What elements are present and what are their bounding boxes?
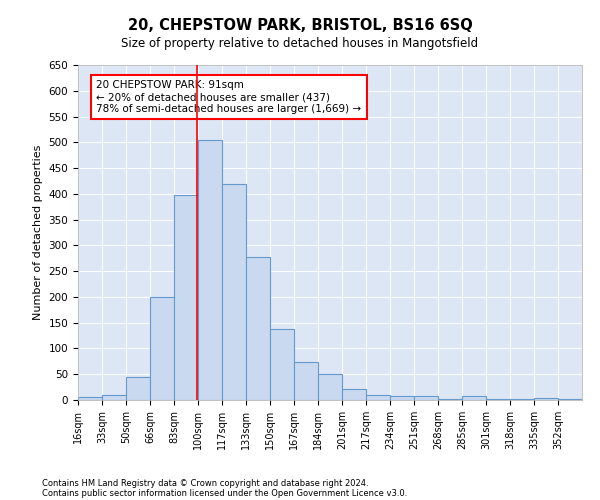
Bar	[462, 396, 486, 400]
Bar	[318, 374, 342, 400]
Text: Contains public sector information licensed under the Open Government Licence v3: Contains public sector information licen…	[42, 488, 407, 498]
Bar	[102, 395, 126, 400]
Bar	[150, 297, 174, 400]
Bar	[534, 398, 558, 400]
Bar	[126, 377, 150, 400]
Bar	[246, 257, 270, 400]
Text: Size of property relative to detached houses in Mangotsfield: Size of property relative to detached ho…	[121, 38, 479, 51]
Bar	[342, 388, 366, 400]
Bar	[366, 395, 390, 400]
Bar	[294, 362, 318, 400]
Bar	[198, 140, 222, 400]
Bar	[558, 399, 582, 400]
Bar	[222, 184, 246, 400]
Text: 20 CHEPSTOW PARK: 91sqm
← 20% of detached houses are smaller (437)
78% of semi-d: 20 CHEPSTOW PARK: 91sqm ← 20% of detache…	[97, 80, 361, 114]
Text: Contains HM Land Registry data © Crown copyright and database right 2024.: Contains HM Land Registry data © Crown c…	[42, 478, 368, 488]
Bar	[270, 330, 294, 400]
Y-axis label: Number of detached properties: Number of detached properties	[33, 145, 43, 320]
Bar	[390, 396, 414, 400]
Bar	[414, 396, 438, 400]
Bar	[174, 196, 198, 400]
Bar	[78, 398, 102, 400]
Text: 20, CHEPSTOW PARK, BRISTOL, BS16 6SQ: 20, CHEPSTOW PARK, BRISTOL, BS16 6SQ	[128, 18, 472, 32]
